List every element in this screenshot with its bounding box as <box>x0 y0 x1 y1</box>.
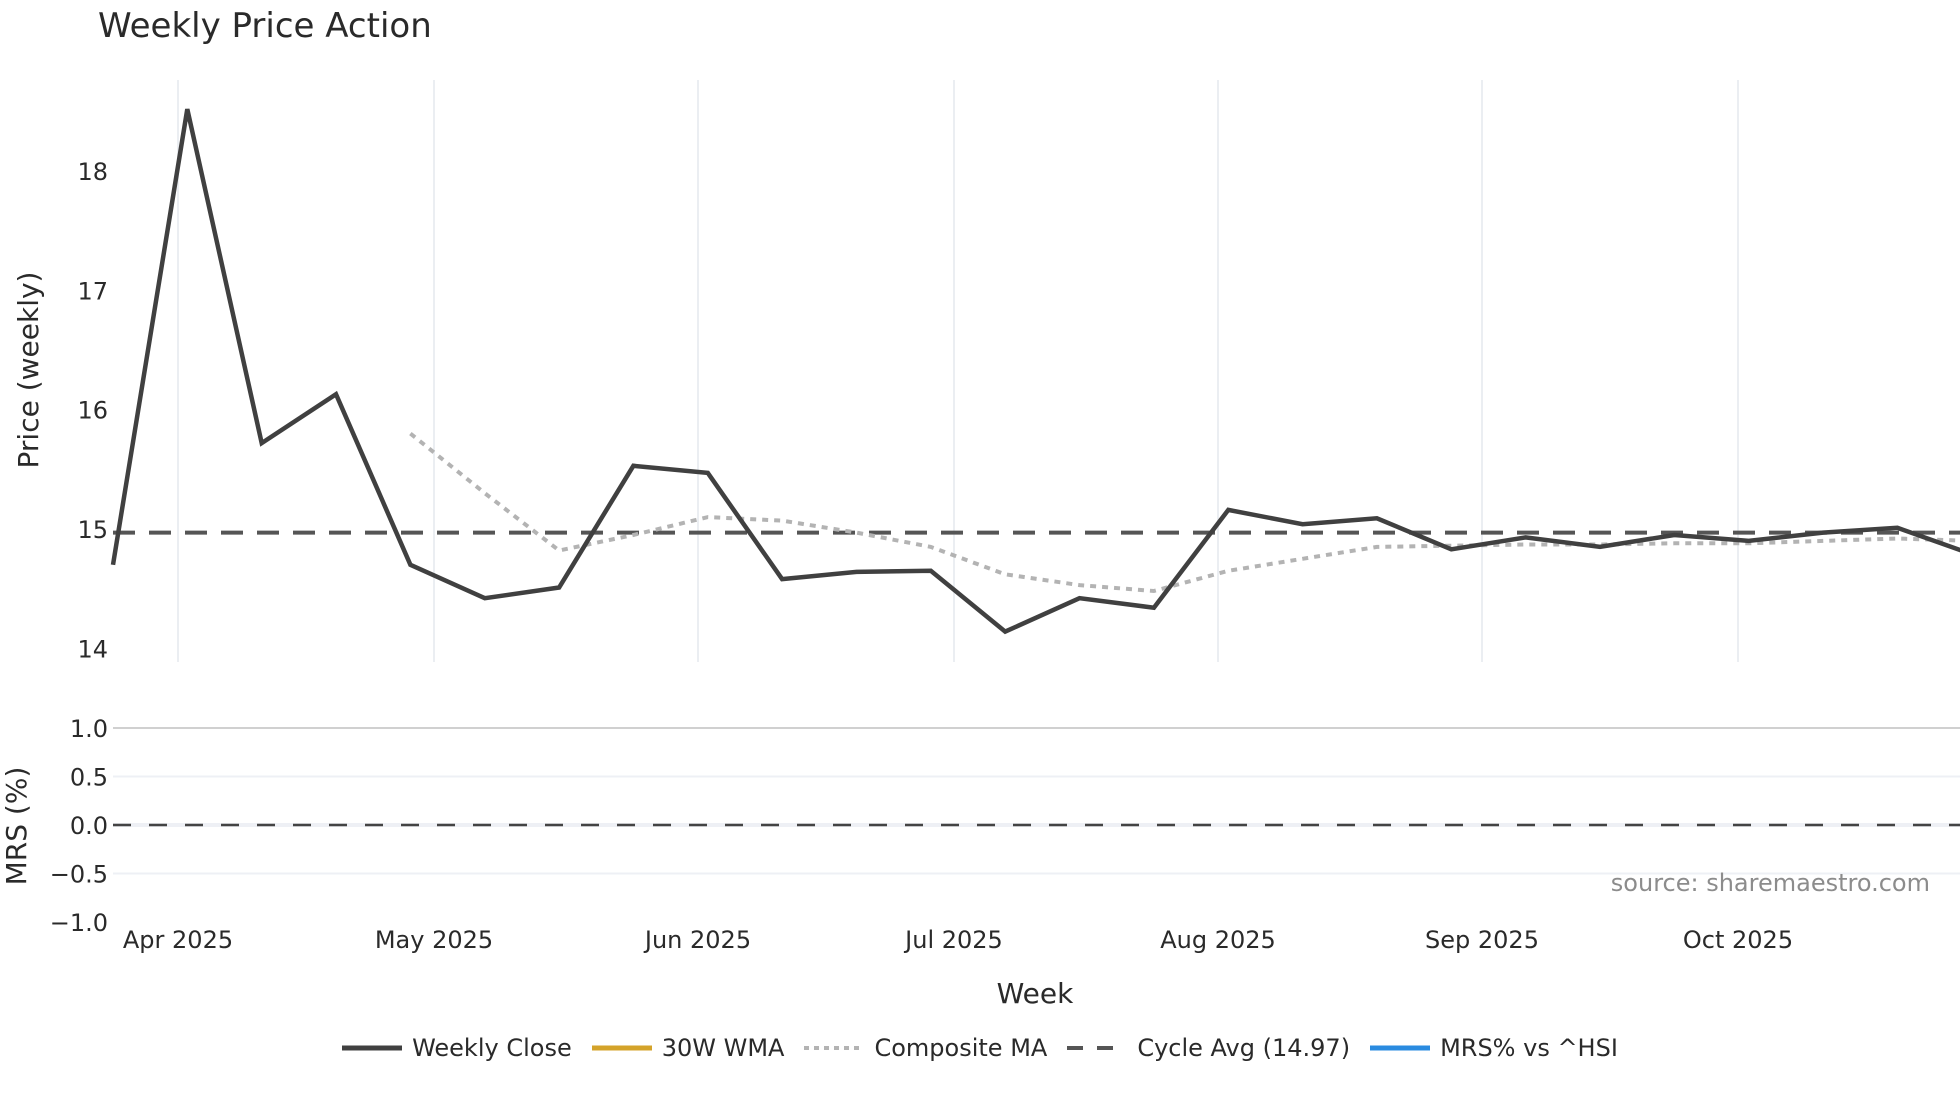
mrs-y-axis-title: MRS (%) <box>0 767 33 886</box>
legend-swatch-icon <box>1370 1045 1431 1051</box>
legend-item[interactable]: Composite MA <box>804 1034 1047 1062</box>
y-tick-label: 15 <box>77 516 108 544</box>
x-tick-label: Apr 2025 <box>123 926 233 954</box>
legend-swatch-icon <box>342 1045 403 1051</box>
weekly-close-line <box>110 108 1960 635</box>
chart-title: Weekly Price Action <box>98 6 432 46</box>
y-tick-label: 14 <box>77 635 108 663</box>
price-grid <box>177 80 1739 662</box>
y-tick-label: 16 <box>77 397 108 425</box>
source-annotation: source: sharemaestro.com <box>1611 869 1930 897</box>
x-tick-label: Aug 2025 <box>1160 926 1276 954</box>
x-tick-label: May 2025 <box>375 926 493 954</box>
mrs-grid <box>113 727 1960 875</box>
legend-swatch-icon <box>804 1046 865 1050</box>
legend-swatch-icon <box>591 1045 652 1051</box>
legend-label: MRS% vs ^HSI <box>1440 1034 1618 1062</box>
mrs-y-tick-label: −0.5 <box>50 861 108 889</box>
y-tick-label: 17 <box>77 277 108 305</box>
legend-swatch-icon <box>1067 1046 1128 1050</box>
x-axis-title: Week <box>997 977 1074 1010</box>
mrs-y-tick-label: −1.0 <box>50 909 108 937</box>
legend-label: Weekly Close <box>412 1034 572 1062</box>
legend-label: Composite MA <box>874 1034 1048 1062</box>
mrs-y-tick-label: 0.5 <box>70 764 108 792</box>
x-tick-label: Jun 2025 <box>643 926 751 954</box>
price-y-axis-title: Price (weekly) <box>12 272 45 469</box>
legend-item[interactable]: Cycle Avg (14.97) <box>1067 1034 1350 1062</box>
y-tick-label: 18 <box>77 158 108 186</box>
x-axis: Apr 2025 May 2025 Jun 2025 Jul 2025 Aug 2025… <box>123 926 1793 954</box>
mrs-y-axis: −1.0 −0.5 0.0 0.5 1.0 <box>50 715 108 937</box>
x-tick-label: Oct 2025 <box>1683 926 1793 954</box>
price-series <box>110 108 1960 635</box>
composite-ma-line <box>409 432 1960 594</box>
price-y-axis: 14 15 16 17 18 <box>77 158 108 663</box>
legend-item[interactable]: 30W WMA <box>591 1034 785 1062</box>
x-tick-label: Jul 2025 <box>903 926 1003 954</box>
legend-item[interactable]: MRS% vs ^HSI <box>1370 1034 1618 1062</box>
legend: Weekly Close 30W WMA Composite MA Cycle Avg… <box>0 1034 1960 1062</box>
legend-item[interactable]: Weekly Close <box>342 1034 572 1062</box>
legend-label: 30W WMA <box>661 1034 785 1062</box>
mrs-y-tick-label: 1.0 <box>70 715 108 743</box>
mrs-y-tick-label: 0.0 <box>70 812 108 840</box>
legend-label: Cycle Avg (14.97) <box>1137 1034 1351 1062</box>
x-tick-label: Sep 2025 <box>1425 926 1539 954</box>
